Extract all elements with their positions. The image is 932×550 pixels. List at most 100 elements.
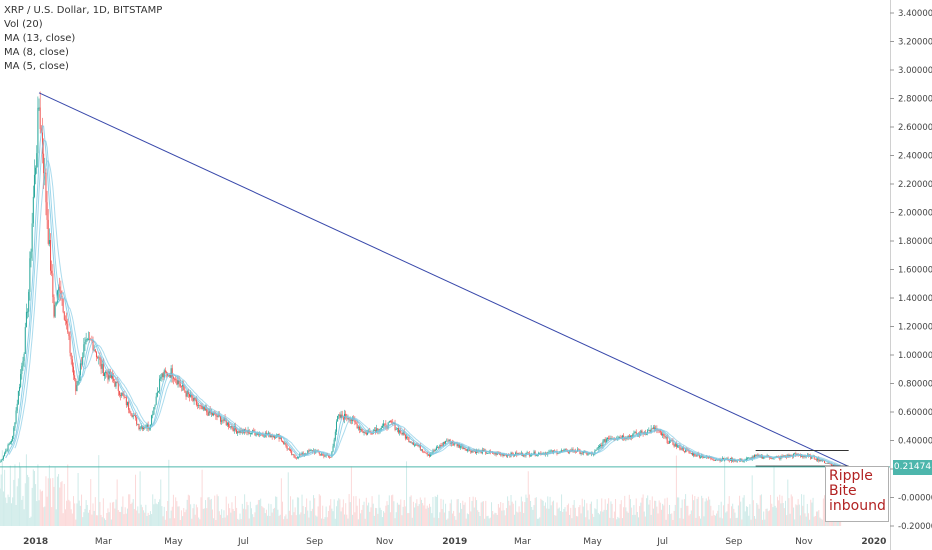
candle-body <box>222 420 224 422</box>
volume-bar <box>532 509 534 526</box>
drawings[interactable] <box>0 92 890 469</box>
y-tick-label: 1.40000 <box>898 294 932 304</box>
volume-bar <box>691 494 693 526</box>
indicator-ma8[interactable]: MA (8, close) <box>4 47 69 58</box>
y-tick-label: -0.00000 <box>898 494 932 504</box>
volume-bar <box>44 506 46 526</box>
volume-bar <box>524 502 526 526</box>
candle-body <box>275 437 277 439</box>
volume-bar <box>756 503 758 526</box>
candle-body <box>136 417 138 425</box>
volume-bar <box>219 514 221 526</box>
indicator-ma13[interactable]: MA (13, close) <box>4 33 76 44</box>
volume-bar <box>674 504 676 526</box>
volume-bar <box>62 513 64 526</box>
indicator-ma5[interactable]: MA (5, close) <box>4 61 69 72</box>
volume-bar <box>318 494 320 526</box>
volume-bar <box>434 496 436 526</box>
volume-bar <box>123 514 125 526</box>
candle-body <box>349 419 351 421</box>
volume-bar <box>432 497 434 526</box>
volume-bar <box>502 503 504 526</box>
volume-bar <box>525 494 527 526</box>
candle-body <box>238 431 240 433</box>
candle-body <box>268 432 270 435</box>
volume-bar <box>171 506 173 526</box>
indicator-volume[interactable]: Vol (20) <box>4 19 43 30</box>
volume-bar <box>221 509 223 526</box>
volume-bar <box>94 497 96 526</box>
volume-bar <box>753 516 755 526</box>
candle-body <box>708 457 710 459</box>
candle-body <box>660 432 662 436</box>
candle-body <box>355 422 357 424</box>
candle-body <box>59 286 61 291</box>
candle-body <box>106 371 108 375</box>
candle-body <box>472 450 474 452</box>
volume-bar <box>616 519 618 526</box>
annotation-note[interactable]: Ripple Bite inbound <box>825 466 889 522</box>
volume-bar <box>397 504 399 526</box>
volume-bar <box>283 519 285 526</box>
volume-bar <box>72 496 74 526</box>
volume-bar <box>205 500 207 526</box>
candle-body <box>679 445 681 450</box>
candle-body <box>641 430 643 433</box>
volume-bar <box>535 497 537 526</box>
volume-bar <box>499 507 501 526</box>
candle-body <box>446 440 448 442</box>
volume-bar <box>264 513 266 526</box>
volume-bar <box>0 474 2 526</box>
candle-body <box>322 453 324 455</box>
candle-body <box>52 273 54 298</box>
candle-body <box>185 392 187 397</box>
candle-body <box>595 449 597 451</box>
volume-bar <box>655 500 657 526</box>
candle-body <box>307 450 309 455</box>
candle-body <box>41 132 43 154</box>
volume-bar <box>228 503 230 526</box>
volume-bar <box>322 505 324 526</box>
candle-body <box>594 450 596 455</box>
price-axis[interactable]: 3.40000 3.20000 3.00000 2.80000 2.60000 2.400… <box>890 0 932 550</box>
volume-bar <box>58 474 60 526</box>
candle-body <box>250 432 252 434</box>
volume-bar <box>394 518 396 526</box>
volume-bar <box>657 513 659 526</box>
volume-bar <box>314 498 316 526</box>
volume-bar <box>238 519 240 526</box>
volume-bar <box>767 511 769 526</box>
volume-bar <box>682 518 684 526</box>
volume-bar <box>5 497 7 526</box>
candle-body <box>161 373 163 377</box>
volume-bar <box>218 511 220 526</box>
candle-body <box>703 457 705 459</box>
volume-bar <box>594 508 596 526</box>
volume-bar <box>290 496 292 526</box>
volume-bar <box>515 500 517 526</box>
volume-bar <box>41 490 43 526</box>
chart-title: XRP / U.S. Dollar, 1D, BITSTAMP <box>4 5 163 16</box>
volume-bar <box>579 505 581 526</box>
volume-bar <box>122 496 124 526</box>
volume-bar <box>248 518 250 526</box>
volume-bar <box>536 518 538 526</box>
volume-bar <box>534 497 536 526</box>
volume-bar <box>819 517 821 526</box>
candle-body <box>217 414 219 418</box>
time-axis[interactable]: 2018 Mar May Jul Sep Nov 2019 Mar May Jul Sep Nov 20… <box>23 537 886 547</box>
candle-body <box>362 431 364 433</box>
candle-body <box>78 375 80 381</box>
volume-bar <box>439 512 441 526</box>
volume-bar <box>680 507 682 526</box>
candle-body <box>825 462 827 464</box>
volume-bar <box>445 503 447 526</box>
volume-bar <box>796 505 798 526</box>
candle-body <box>128 402 130 410</box>
volume-bar <box>697 496 699 526</box>
candle-body <box>667 443 669 444</box>
volume-bar <box>59 487 61 526</box>
candle-body <box>437 447 439 449</box>
